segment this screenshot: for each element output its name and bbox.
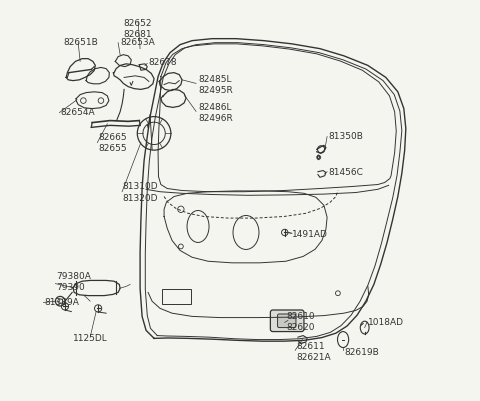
Text: 82653A: 82653A [120, 38, 155, 47]
FancyBboxPatch shape [270, 310, 304, 332]
Text: 81350B: 81350B [328, 132, 363, 141]
Text: 82611
82621A: 82611 82621A [296, 342, 331, 363]
Text: 81389A: 81389A [44, 298, 79, 307]
Text: 81456C: 81456C [328, 168, 363, 177]
Bar [162, 289, 191, 304]
Text: 82654A: 82654A [60, 108, 95, 117]
Text: 82678: 82678 [148, 58, 177, 67]
Text: 1018AD: 1018AD [368, 318, 404, 327]
Text: 81310D
81320D: 81310D 81320D [122, 182, 158, 203]
Text: 82486L
82496R: 82486L 82496R [198, 103, 233, 123]
Text: 82665
82655: 82665 82655 [98, 132, 127, 153]
Text: 82619B: 82619B [344, 348, 379, 357]
Text: 79380A
79390: 79380A 79390 [56, 272, 91, 292]
Text: 1125DL: 1125DL [73, 334, 108, 343]
FancyBboxPatch shape [277, 314, 296, 328]
Text: 82485L
82495R: 82485L 82495R [198, 75, 233, 95]
Text: 82652
82681: 82652 82681 [124, 19, 153, 39]
Text: 1491AD: 1491AD [292, 230, 328, 239]
Text: 82610
82620: 82610 82620 [286, 312, 314, 332]
Text: 82651B: 82651B [63, 38, 98, 47]
